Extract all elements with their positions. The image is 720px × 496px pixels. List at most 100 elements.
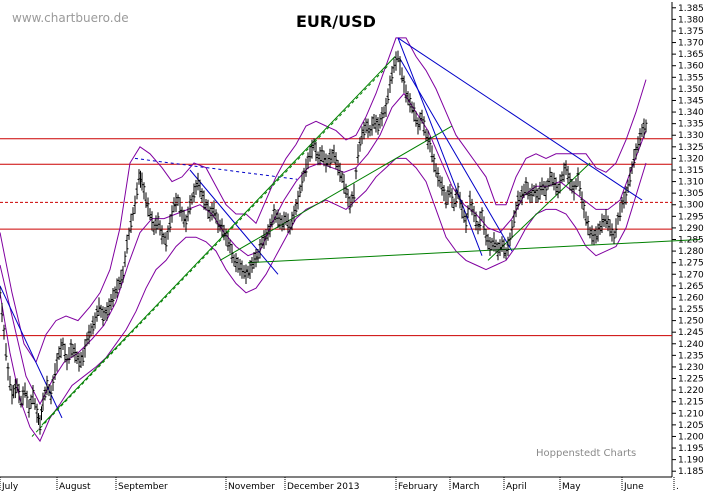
price-bar xyxy=(584,211,588,226)
y-tick-label: 1.210 xyxy=(678,409,704,419)
price-bar xyxy=(442,185,446,202)
y-tick-label: 1.285 xyxy=(678,236,704,246)
price-bar xyxy=(424,129,428,142)
x-tick-label: August xyxy=(59,482,91,492)
y-tick-label: 1.250 xyxy=(678,317,704,327)
price-bar xyxy=(482,216,486,235)
price-bar xyxy=(172,197,176,213)
price-bar xyxy=(2,324,6,340)
price-bar xyxy=(548,167,552,187)
price-bar xyxy=(354,167,358,180)
watermark: www.chartbuero.de xyxy=(12,11,129,25)
price-bar xyxy=(21,386,25,406)
price-bar xyxy=(594,226,598,244)
price-bar xyxy=(252,251,256,269)
price-bar xyxy=(180,206,184,222)
price-bar xyxy=(554,177,558,196)
price-bar xyxy=(17,383,21,404)
price-bar xyxy=(552,172,556,191)
price-bar xyxy=(125,234,129,254)
price-bar xyxy=(99,304,103,318)
price-bar xyxy=(412,102,416,122)
price-bar xyxy=(228,239,232,254)
price-bar xyxy=(578,180,582,197)
price-bar xyxy=(320,145,324,163)
price-bar xyxy=(562,162,566,182)
price-bar xyxy=(422,116,426,136)
y-tick-label: 1.380 xyxy=(678,15,704,25)
price-bar xyxy=(586,215,590,236)
price-bar xyxy=(510,219,514,239)
price-bar xyxy=(109,294,113,311)
price-bar xyxy=(142,182,146,200)
price-bar xyxy=(456,182,460,199)
price-bar xyxy=(81,349,85,366)
price-bar xyxy=(332,144,336,163)
price-bar xyxy=(322,150,326,167)
price-bar xyxy=(296,190,300,210)
trendlines xyxy=(0,37,701,437)
price-bar xyxy=(624,186,628,205)
price-bar xyxy=(610,223,614,242)
price-bar xyxy=(416,117,420,135)
price-bar xyxy=(346,188,350,207)
y-tick-label: 1.195 xyxy=(678,444,704,454)
price-bar xyxy=(396,50,400,63)
price-bar xyxy=(522,183,526,198)
band-upper xyxy=(0,37,647,364)
price-bar xyxy=(232,254,236,267)
price-bar xyxy=(184,214,188,233)
price-bar xyxy=(528,187,532,204)
price-bar xyxy=(636,136,640,153)
price-bar xyxy=(390,66,394,84)
price-bar xyxy=(200,188,204,203)
x-axis: July August September November December 2013… xyxy=(0,477,679,492)
downtrend-line xyxy=(397,37,643,201)
price-bar xyxy=(556,183,560,199)
price-bar xyxy=(304,158,308,177)
y-tick-label: 1.265 xyxy=(678,282,704,292)
price-bar xyxy=(526,182,530,200)
y-tick-label: 1.375 xyxy=(678,27,704,37)
price-bar xyxy=(352,183,356,203)
price-bar xyxy=(13,379,17,399)
price-bar xyxy=(314,141,318,162)
price-bar xyxy=(618,202,622,222)
price-bar xyxy=(198,179,202,198)
price-bar xyxy=(384,97,388,118)
price-bar xyxy=(264,229,268,246)
price-bar xyxy=(212,200,216,219)
price-bar xyxy=(111,288,115,307)
price-bar xyxy=(286,213,290,234)
price-bar xyxy=(89,323,93,337)
price-bar xyxy=(93,312,97,329)
price-bar xyxy=(156,212,160,230)
price-bar xyxy=(308,145,312,162)
price-bar xyxy=(530,183,534,203)
x-tick-label: December 2013 xyxy=(287,482,359,492)
price-bar xyxy=(140,172,144,191)
price-bar xyxy=(340,171,344,183)
price-bar xyxy=(8,375,12,391)
price-bar xyxy=(117,276,121,291)
price-bar xyxy=(400,67,404,83)
price-bar xyxy=(344,183,348,198)
y-tick-label: 1.235 xyxy=(678,351,704,361)
price-bar xyxy=(280,215,284,232)
y-tick-label: 1.275 xyxy=(678,259,704,269)
price-bar xyxy=(71,344,75,358)
price-bar xyxy=(428,136,432,153)
price-bar xyxy=(450,188,454,208)
price-bar xyxy=(6,362,10,381)
y-tick-label: 1.340 xyxy=(678,108,704,118)
price-bar xyxy=(458,191,462,209)
price-bar xyxy=(520,185,524,206)
price-bar xyxy=(414,111,418,127)
price-bar xyxy=(476,221,480,235)
price-bar xyxy=(67,347,71,364)
price-bar xyxy=(474,211,478,231)
price-bar xyxy=(23,382,27,398)
price-bar xyxy=(366,118,370,138)
price-bar xyxy=(538,181,542,200)
price-bar xyxy=(468,190,472,210)
